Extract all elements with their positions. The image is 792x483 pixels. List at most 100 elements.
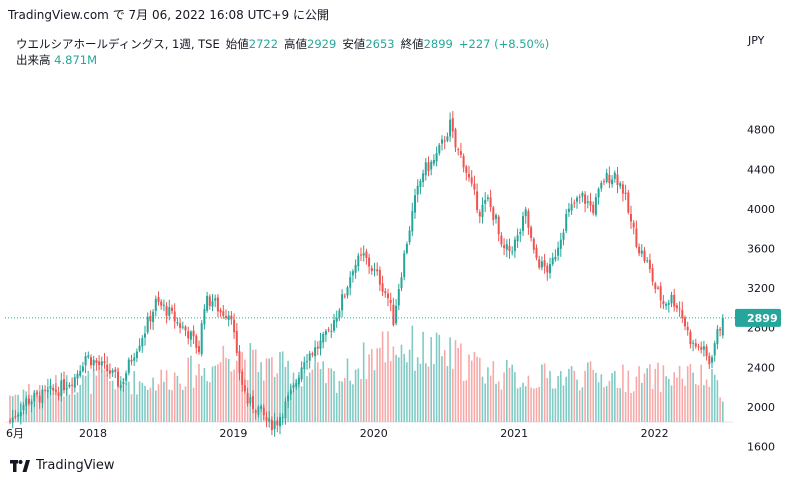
volume-bar [146,389,149,422]
candle-body [497,216,500,235]
volume-bar [87,370,90,422]
candle-body [17,414,20,417]
candle-body [79,370,82,376]
candle-body [87,355,90,358]
volume-bar [457,348,459,422]
time-tick-label: 2022 [641,427,669,440]
candle-body [246,392,249,404]
candle-body [408,230,411,243]
volume-bar [684,385,686,422]
volume-bar [357,368,360,422]
volume-bar [578,390,581,422]
candle-body [252,396,254,410]
volume-bar [238,357,241,422]
candle-body [52,387,55,391]
volume-bar [206,381,208,422]
volume-bar [179,383,181,422]
volume-bar [462,381,465,422]
volume-bar [160,369,162,422]
candle-body [346,287,349,296]
candle-body [616,174,619,185]
volume-bar [254,349,257,422]
volume-bar [465,380,468,422]
candle-body [389,300,392,303]
candle-body [273,420,276,430]
volume-bar [111,380,114,422]
candle-body [92,359,95,366]
volume-bar [662,365,665,422]
volume-bar [519,387,522,422]
volume-bar [44,393,46,422]
volume-bar [573,370,576,422]
volume-bar [227,358,230,422]
volume-legend: 出来高 4.871M [16,52,97,68]
candle-body [233,319,236,333]
volume-bar [163,381,165,422]
volume-bar [55,374,57,422]
candle-body [705,346,708,357]
candle-body [327,329,330,331]
candle-body [254,410,257,413]
candle-body [554,256,557,260]
volume-bar [168,389,171,422]
symbol-name[interactable]: ウエルシアホールディングス [16,37,165,51]
volume-bar [689,363,692,422]
volume-bar [635,376,638,422]
candle-body [33,393,36,402]
site-name[interactable]: TradingView.com [8,8,109,22]
candle-body [362,253,365,256]
candle-body [203,309,206,325]
volume-bar [441,356,443,422]
candle-body [403,253,406,278]
candle-body [373,269,376,271]
candle-body [411,211,414,232]
candle-body [208,296,211,306]
candle-body [214,298,217,301]
high-value: 2929 [307,37,337,51]
volume-bar [433,364,435,422]
candle-body [581,192,584,197]
volume-bar [646,368,648,422]
volume-bar [11,396,14,422]
volume-bar [700,364,702,422]
volume-bar [71,392,73,422]
volume-bar [165,370,168,422]
candle-body [557,247,560,256]
logo-text: TradingView [36,458,115,473]
candle-body [651,268,654,282]
volume-bar [481,376,484,422]
candle-body [635,228,638,247]
volume-bar [36,389,38,422]
candle-body [41,389,44,404]
volume-bar [541,364,543,422]
volume-bar [219,362,222,422]
volume-bar [403,353,405,422]
candle-body [619,183,622,187]
volume-bar [673,372,675,422]
candle-body [22,405,25,411]
candle-body [227,315,230,320]
volume-bar [654,368,657,422]
candle-body [673,294,676,307]
volume-bar [327,367,330,422]
volume-bar [697,385,700,422]
volume-bar [322,361,324,422]
candle-body [168,307,171,316]
volume-bar [627,370,630,422]
candle-body [25,398,28,406]
volume-bar [263,380,265,422]
candle-body [600,182,603,189]
volume-bar [535,387,538,422]
candle-body [657,287,659,289]
candle-body [511,251,514,253]
candle-body [117,371,119,387]
candle-body [624,192,627,194]
candle-body [414,195,416,213]
tradingview-logo[interactable]: TradingView [10,458,115,473]
volume-bar [705,379,708,422]
price-tick-label: 4400 [747,163,775,176]
candle-body [495,215,497,219]
candle-body [551,257,554,265]
candle-body [613,172,616,179]
